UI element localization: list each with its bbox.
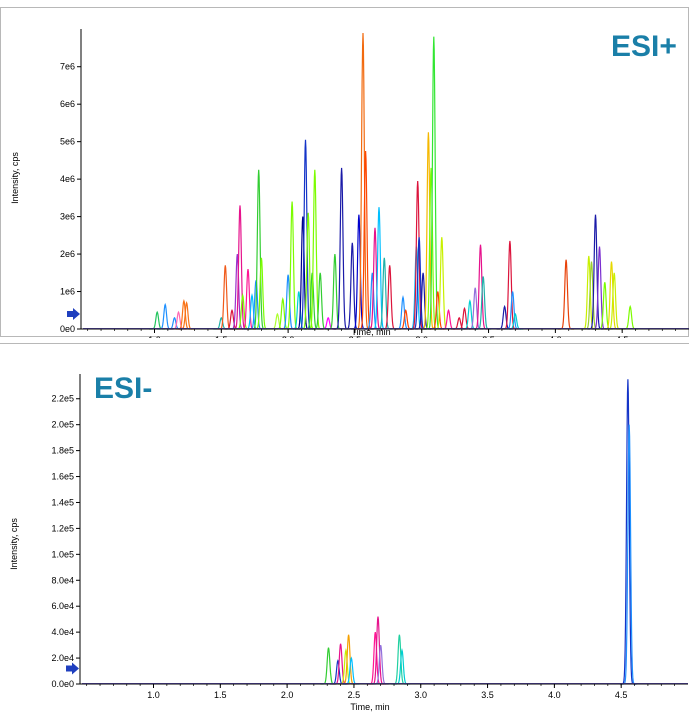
esi-positive-chart: 1.0 1.5 2.0 2.5 3.0 3.5 4.0 4.5 0e0 1e6 2e6 3e6 4e6 5… xyxy=(10,29,689,338)
y-tick-label: 2.0e5 xyxy=(51,420,74,430)
y-tick-label: 1.6e5 xyxy=(51,472,74,482)
esi-positive-panel: 1.0 1.5 2.0 2.5 3.0 3.5 4.0 4.5 0e0 1e6 2e6 3e6 4e6 5… xyxy=(0,7,689,338)
x-tick-label: 3.5 xyxy=(482,335,495,338)
x-tick-label: 4.5 xyxy=(615,690,628,700)
y-tick-label: 2.2e5 xyxy=(51,394,74,404)
peak-trace xyxy=(451,316,468,330)
y-tick-label: 5e6 xyxy=(60,137,75,147)
peak-trace xyxy=(622,304,639,330)
x-tick-label: 2.0 xyxy=(281,690,294,700)
y-tick-label: 1e6 xyxy=(60,287,75,297)
x-tick-label: 1.5 xyxy=(215,335,228,338)
x-tick-label: 3.5 xyxy=(481,690,494,700)
x-tick-label: 1.5 xyxy=(214,690,227,700)
x-tick-label: 4.5 xyxy=(616,335,629,338)
x-tick-label: 2.5 xyxy=(349,335,362,338)
y-tick-label: 8.0e4 xyxy=(51,575,74,585)
y-axis-label: Intensity, cps xyxy=(9,518,19,570)
baseline-marker-icon xyxy=(66,662,79,675)
y-tick-label: 1.2e5 xyxy=(51,523,74,533)
peak-trace xyxy=(269,312,286,330)
x-tick-label: 3.0 xyxy=(415,335,428,338)
x-tick-label: 1.0 xyxy=(148,335,161,338)
esi-negative-panel: 1.0 1.5 2.0 2.5 3.0 3.5 4.0 4.5 0.0e0 2.0e4 4.0e4 6… xyxy=(0,343,689,712)
x-axis-label: Time, min xyxy=(351,327,390,337)
x-tick-label: 3.0 xyxy=(414,690,427,700)
y-tick-label: 1.8e5 xyxy=(51,446,74,456)
y-axis-label: Intensity, cps xyxy=(10,152,20,204)
baseline-marker-icon xyxy=(67,308,80,321)
y-tick-label: 6e6 xyxy=(60,99,75,109)
x-tick-label: 1.0 xyxy=(147,690,160,700)
x-tick-label: 4.0 xyxy=(549,335,562,338)
peak-trace xyxy=(558,259,575,330)
mode-label: ESI+ xyxy=(611,30,677,63)
peak-trace xyxy=(381,265,398,330)
y-tick-label: 4.0e4 xyxy=(51,627,74,637)
y-tick-label: 2e6 xyxy=(60,249,75,259)
peak-trace xyxy=(461,299,478,330)
peak-trace xyxy=(440,308,457,330)
y-tick-label: 0.0e0 xyxy=(51,679,74,689)
peaks-layer xyxy=(82,379,688,685)
peaks-layer xyxy=(83,32,689,330)
y-tick-label: 4e6 xyxy=(60,174,75,184)
esi-negative-chart: 1.0 1.5 2.0 2.5 3.0 3.5 4.0 4.5 0.0e0 2.0e4 4.0e4 6… xyxy=(9,372,688,712)
y-tick-label: 3e6 xyxy=(60,212,75,222)
peak-trace xyxy=(333,167,350,330)
mode-label: ESI- xyxy=(94,372,152,405)
y-tick-label: 1.0e5 xyxy=(51,549,74,559)
peak-trace xyxy=(326,254,343,330)
y-tick-label: 6.0e4 xyxy=(51,601,74,611)
x-tick-label: 2.0 xyxy=(282,335,295,338)
peak-trace xyxy=(320,647,337,685)
y-tick-label: 1.4e5 xyxy=(51,497,74,507)
x-axis-label: Time, min xyxy=(350,702,389,712)
y-tick-label: 0e0 xyxy=(60,324,75,334)
axes: 1.0 1.5 2.0 2.5 3.0 3.5 4.0 4.5 0e0 1e6 2e6 3e6 4e6 5… xyxy=(60,29,689,338)
x-tick-label: 2.5 xyxy=(348,690,361,700)
y-tick-label: 7e6 xyxy=(60,62,75,72)
axes: 1.0 1.5 2.0 2.5 3.0 3.5 4.0 4.5 0.0e0 2.0e4 4.0e4 6… xyxy=(51,374,688,700)
x-tick-label: 4.0 xyxy=(548,690,561,700)
y-tick-label: 2.0e4 xyxy=(51,653,74,663)
